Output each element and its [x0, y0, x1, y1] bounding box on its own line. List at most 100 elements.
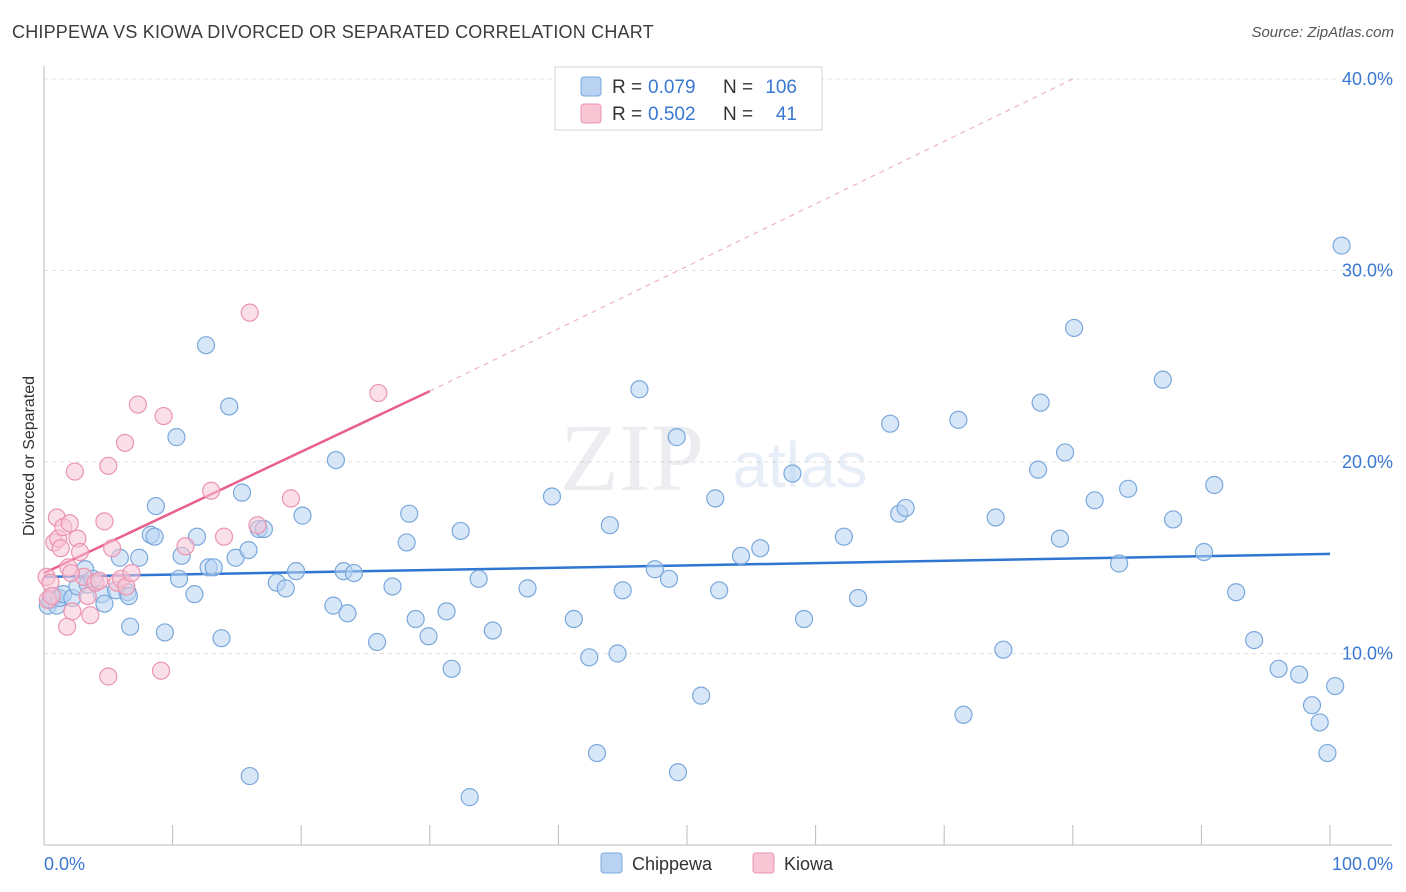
chippewa-point — [630, 380, 649, 399]
chippewa-point — [954, 705, 973, 724]
chippewa-point — [1318, 743, 1337, 763]
chippewa-point — [834, 527, 853, 546]
x-tick-label-min: 0.0% — [44, 854, 85, 874]
chippewa-point — [293, 506, 312, 525]
chippewa-point — [1028, 460, 1048, 479]
chippewa-point — [276, 579, 295, 598]
kiowa-point — [248, 516, 267, 535]
chippewa-point — [239, 540, 258, 560]
chippewa-point — [419, 627, 438, 646]
kiowa-point — [128, 395, 147, 414]
chippewa-point — [212, 629, 231, 648]
chippewa-point — [1031, 393, 1050, 412]
kiowa-point — [122, 563, 141, 583]
chippewa-point — [587, 743, 607, 763]
chippewa-point — [608, 644, 627, 663]
kiowa-point — [58, 617, 77, 636]
chippewa-point — [145, 527, 164, 546]
chippewa-point — [1064, 318, 1084, 338]
chippewa-point — [383, 577, 402, 596]
chippewa-point — [580, 648, 599, 667]
y-tick-label: 10.0% — [1342, 644, 1393, 664]
chippewa-point — [324, 596, 343, 615]
chippewa-point — [437, 602, 456, 621]
chippewa-n-label: N = — [723, 77, 753, 98]
x-tick-label-max: 100.0% — [1332, 854, 1393, 874]
chippewa-point — [338, 604, 357, 623]
kiowa-point — [214, 527, 234, 546]
kiowa-point — [154, 406, 173, 426]
chippewa-point — [613, 581, 632, 600]
chippewa-point — [667, 428, 686, 447]
kiowa-point — [63, 602, 82, 621]
legend-item-kiowa[interactable]: Kiowa — [752, 852, 834, 874]
chippewa-point — [710, 581, 729, 600]
y-tick-label: 30.0% — [1342, 261, 1393, 281]
chippewa-point — [692, 686, 711, 705]
kiowa-r-label: R = — [612, 104, 642, 125]
kiowa-point — [78, 586, 97, 606]
axes — [43, 66, 1392, 846]
chippewa-point — [564, 609, 583, 629]
chippewa-point — [1109, 554, 1129, 573]
source-label: Source: ZipAtlas.com — [1251, 24, 1394, 41]
watermark-zip: ZIP — [560, 404, 704, 511]
chippewa-point — [1055, 443, 1075, 462]
chippewa-point — [1269, 659, 1288, 678]
stats-legend: R = 0.079 N = 106 R = 0.502 N = 41 — [554, 66, 823, 131]
chippewa-point — [232, 483, 252, 502]
chippewa-n-value: 106 — [765, 77, 797, 98]
chippewa-point — [848, 588, 868, 608]
chippewa-point — [783, 464, 802, 483]
chippewa-point — [1164, 510, 1183, 529]
watermark: ZIP atlas — [560, 404, 868, 511]
data-points — [37, 236, 1351, 807]
chippewa-point — [167, 428, 186, 447]
y-axis-label: Divorced or Separated — [21, 376, 38, 536]
kiowa-point — [65, 462, 84, 481]
chippewa-point — [483, 621, 502, 640]
chippewa-point — [121, 617, 140, 636]
chippewa-point — [986, 508, 1005, 527]
chippewa-point — [1245, 630, 1264, 650]
chippewa-point — [1326, 676, 1345, 696]
chippewa-point — [95, 594, 114, 613]
kiowa-point — [42, 586, 61, 606]
series-legend: Chippewa Kiowa — [600, 852, 834, 874]
kiowa-point — [240, 303, 259, 322]
chippewa-r-value: 0.079 — [648, 77, 696, 98]
kiowa-point — [151, 661, 171, 680]
chippewa-point — [1227, 583, 1246, 602]
chippewa-point — [240, 766, 259, 786]
chippewa-r-label: R = — [612, 77, 642, 98]
chippewa-point — [1290, 665, 1309, 684]
kiowa-n-value: 41 — [776, 104, 797, 125]
chippewa-point — [731, 546, 751, 565]
kiowa-point — [51, 539, 70, 558]
chippewa-point — [451, 521, 470, 541]
chippewa-point — [397, 533, 416, 552]
kiowa-point — [60, 514, 79, 533]
chippewa-point — [1332, 236, 1351, 255]
legend-item-chippewa[interactable]: Chippewa — [600, 852, 713, 874]
legend-kiowa-swatch — [752, 852, 775, 874]
y-tick-label: 40.0% — [1342, 69, 1393, 89]
chippewa-point — [706, 489, 725, 508]
chippewa-point — [286, 562, 306, 581]
chippewa-point — [881, 414, 900, 433]
chippewa-point — [326, 450, 346, 470]
chippewa-point — [1205, 475, 1224, 495]
legend-kiowa-label: Kiowa — [784, 854, 834, 874]
chippewa-point — [1050, 529, 1070, 548]
chippewa-point — [949, 410, 968, 429]
chippewa-point — [406, 609, 425, 629]
chippewa-point — [645, 560, 664, 579]
kiowa-point — [369, 383, 388, 403]
chippewa-swatch — [580, 76, 602, 97]
kiowa-point — [202, 481, 221, 500]
chippewa-point — [1085, 491, 1104, 510]
chippewa-point — [1153, 370, 1172, 389]
kiowa-n-label: N = — [723, 104, 753, 125]
kiowa-point — [103, 539, 122, 558]
